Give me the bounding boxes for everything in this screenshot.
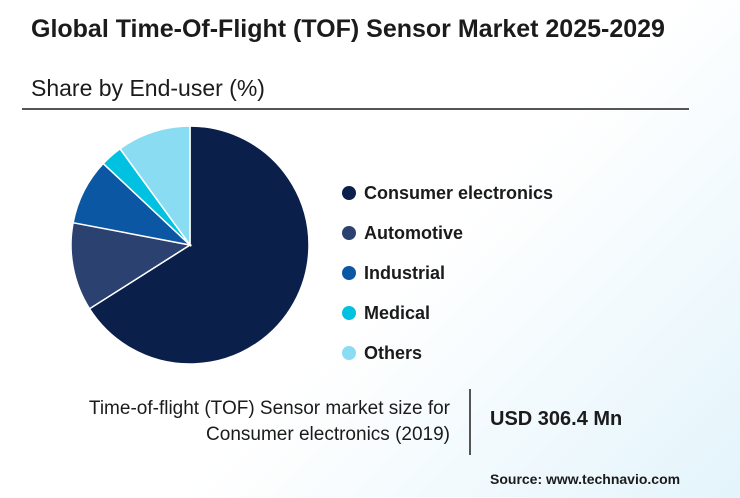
legend-swatch [342, 226, 356, 240]
chart-title: Global Time-Of-Flight (TOF) Sensor Marke… [31, 15, 665, 43]
legend-label: Consumer electronics [364, 182, 554, 203]
legend-swatch [342, 186, 356, 200]
market-size-value: USD 306.4 Mn [490, 408, 623, 430]
legend-item-others: Others [342, 333, 642, 373]
caption-line-1: Time-of-flight (TOF) Sensor market size … [88, 398, 450, 419]
legend-label: Industrial [364, 262, 446, 283]
market-size-caption: Time-of-flight (TOF) Sensor market size … [20, 396, 450, 448]
pie-chart [70, 125, 310, 365]
caption-line-2: Consumer electronics (2019) [206, 424, 450, 445]
pie-slice-automotive [70, 221, 193, 310]
legend-swatch [342, 346, 356, 360]
legend-label: Others [364, 342, 423, 363]
legend-item-automotive: Automotive [342, 213, 642, 253]
legend-label: Automotive [364, 222, 463, 243]
legend-item-consumer-electronics: Consumer electronics [342, 173, 642, 213]
chart-subtitle: Share by End-user (%) [31, 75, 265, 101]
title-divider [22, 108, 689, 110]
legend-item-medical: Medical [342, 293, 642, 333]
caption-divider [469, 389, 471, 455]
legend-label: Medical [364, 302, 431, 323]
pie-slice-consumer-electronics [88, 125, 310, 365]
legend: Consumer electronics Automotive Industrial… [342, 173, 642, 373]
legend-swatch [342, 306, 356, 320]
legend-item-industrial: Industrial [342, 253, 642, 293]
pie-slice-others [119, 125, 191, 248]
legend-swatch [342, 266, 356, 280]
source-note: Source: www.technavio.com [490, 471, 681, 487]
